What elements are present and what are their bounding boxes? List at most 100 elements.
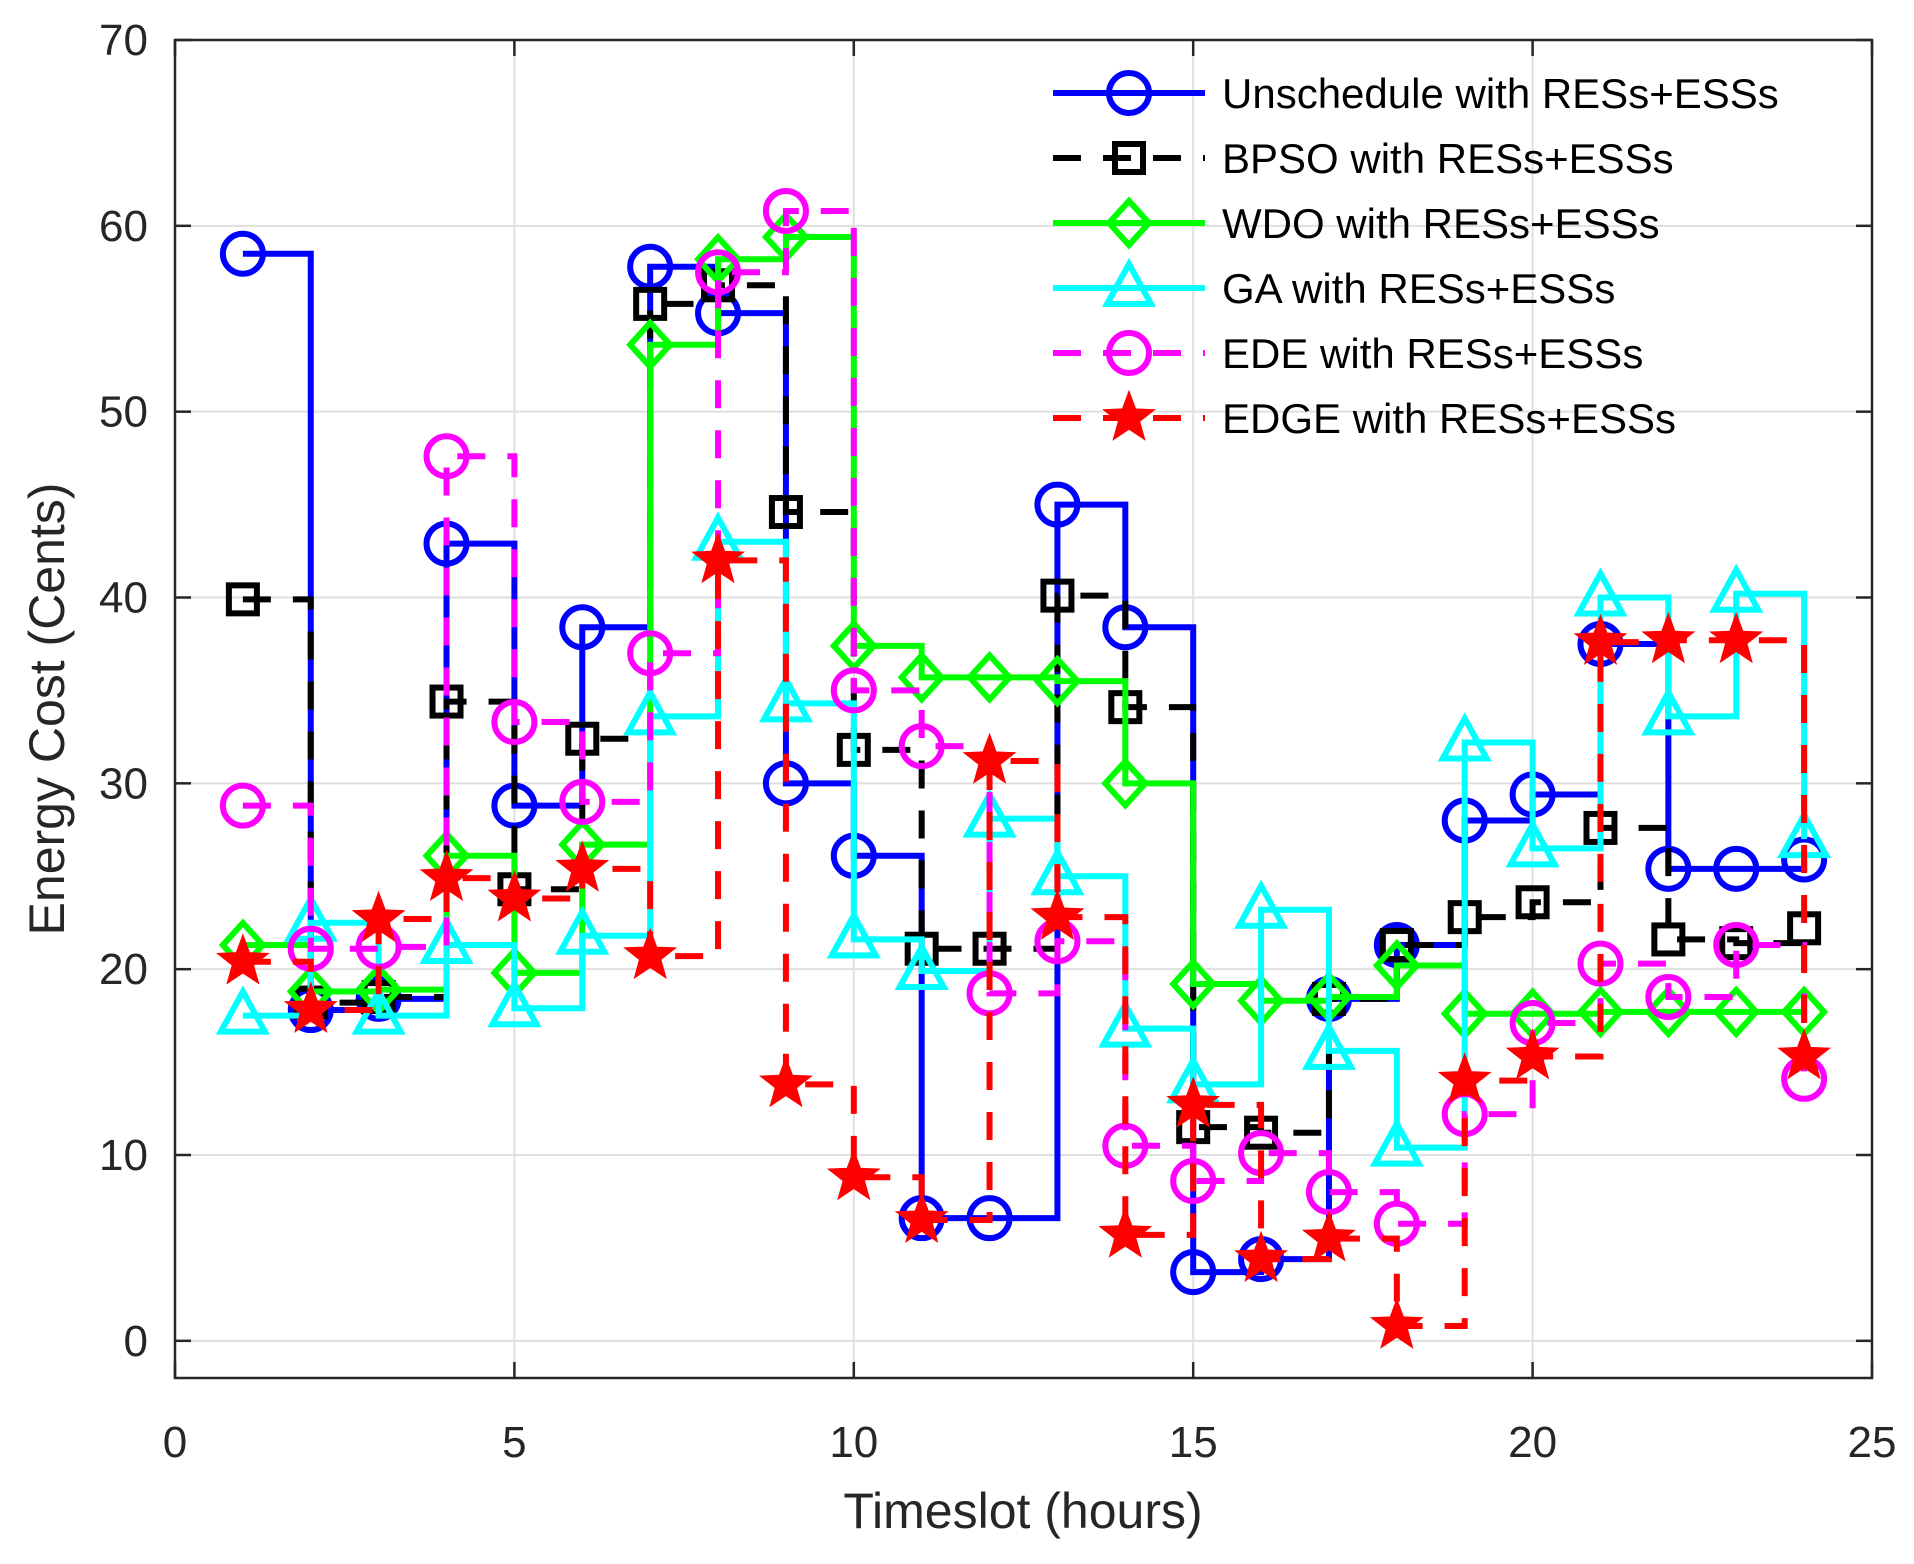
data-point — [1709, 563, 1764, 613]
data-point — [1712, 985, 1761, 1039]
data-point — [691, 531, 746, 584]
data-point — [1234, 879, 1289, 929]
data-point — [419, 849, 474, 902]
legend-label: Unschedule with RESs+ESSs — [1222, 70, 1779, 117]
data-point — [1709, 611, 1764, 664]
legend-item: WDO with RESs+ESSs — [1053, 196, 1660, 250]
data-point — [487, 870, 542, 922]
data-point — [758, 1056, 813, 1108]
data-point — [898, 723, 945, 770]
legend-item: GA with RESs+ESSs — [1053, 257, 1615, 312]
data-point — [1641, 611, 1696, 664]
data-point — [1573, 613, 1628, 666]
data-point — [1170, 1158, 1217, 1205]
data-point — [826, 909, 881, 959]
y-axis-label: Energy Cost (Cents) — [19, 483, 75, 936]
data-point — [965, 650, 1014, 704]
data-point — [830, 667, 877, 714]
data-point — [1372, 938, 1421, 992]
data-point — [1098, 998, 1153, 1048]
data-point — [215, 933, 270, 985]
data-point — [423, 433, 470, 480]
legend-label: GA with RESs+ESSs — [1222, 265, 1615, 312]
plot-frame — [173, 38, 1874, 1380]
data-point — [1713, 922, 1760, 969]
y-tick-label: 50 — [99, 388, 148, 437]
legend-item: EDGE with RESs+ESSs — [1053, 389, 1676, 442]
legend-marker — [1106, 70, 1152, 116]
data-point — [1777, 1028, 1832, 1080]
data-point — [219, 230, 266, 277]
legend-marker — [1104, 196, 1154, 250]
x-tick-label: 10 — [829, 1418, 878, 1467]
data-point — [1505, 1028, 1560, 1080]
x-tick-label: 20 — [1508, 1418, 1557, 1467]
data-point — [894, 1191, 949, 1244]
legend-label: WDO with RESs+ESSs — [1222, 200, 1660, 247]
data-point — [966, 1195, 1013, 1242]
x-tick-label: 5 — [502, 1418, 526, 1467]
data-point — [491, 699, 538, 746]
data-point — [225, 582, 260, 617]
y-tick-label: 30 — [99, 759, 148, 808]
data-point — [1369, 1117, 1424, 1167]
data-point — [1515, 885, 1550, 920]
data-point — [1234, 1230, 1289, 1283]
data-point — [1034, 481, 1081, 528]
data-point — [627, 243, 674, 290]
data-point — [1101, 756, 1150, 810]
data-point — [894, 940, 949, 991]
series-group — [215, 187, 1832, 1349]
data-point — [1369, 1297, 1424, 1349]
series-ede — [219, 187, 1828, 1247]
data-point — [1437, 712, 1492, 762]
data-point — [897, 650, 946, 704]
x-tick-label: 0 — [163, 1418, 187, 1467]
data-point — [215, 985, 270, 1035]
x-axis-label: Timeslot (hours) — [843, 1483, 1202, 1539]
data-point — [1644, 985, 1693, 1039]
legend-item: Unschedule with RESs+ESSs — [1053, 70, 1779, 117]
legend-marker — [1102, 389, 1156, 441]
legend-marker — [1106, 330, 1152, 376]
data-point — [1437, 1052, 1492, 1104]
data-point — [627, 630, 674, 677]
data-point — [762, 187, 809, 234]
legend-label: BPSO with RESs+ESSs — [1222, 135, 1674, 182]
data-point — [1645, 974, 1692, 1021]
data-point — [768, 495, 803, 530]
series-edge — [215, 531, 1832, 1349]
y-tick-label: 70 — [99, 16, 148, 65]
data-point — [419, 914, 474, 965]
data-point — [1166, 1076, 1221, 1128]
data-point — [1098, 1206, 1153, 1258]
data-point — [1170, 1249, 1217, 1296]
data-point — [1576, 985, 1625, 1039]
data-point — [219, 782, 266, 829]
data-point — [623, 927, 678, 980]
data-point — [283, 981, 338, 1034]
data-point — [1301, 1210, 1356, 1262]
legend-label: EDE with RESs+ESSs — [1222, 330, 1643, 377]
data-point — [1379, 928, 1414, 963]
y-tick-label: 20 — [99, 945, 148, 994]
data-point — [555, 905, 610, 955]
y-tick-label: 60 — [99, 202, 148, 251]
data-point — [962, 732, 1017, 784]
data-point — [1301, 1020, 1357, 1070]
y-tick-label: 0 — [124, 1317, 148, 1366]
data-point — [1033, 654, 1082, 708]
data-point — [1573, 567, 1628, 617]
data-point — [1169, 957, 1218, 1011]
legend-label: EDGE with RESs+ESSs — [1222, 395, 1676, 442]
legend-marker — [1101, 257, 1157, 307]
data-point — [351, 890, 406, 942]
legend-item: EDE with RESs+ESSs — [1053, 330, 1643, 377]
data-point — [555, 840, 610, 892]
data-point — [1713, 845, 1760, 892]
data-point — [1030, 888, 1085, 941]
data-point — [559, 778, 606, 825]
x-tick-label: 25 — [1848, 1418, 1897, 1467]
legend-marker — [1112, 141, 1146, 175]
